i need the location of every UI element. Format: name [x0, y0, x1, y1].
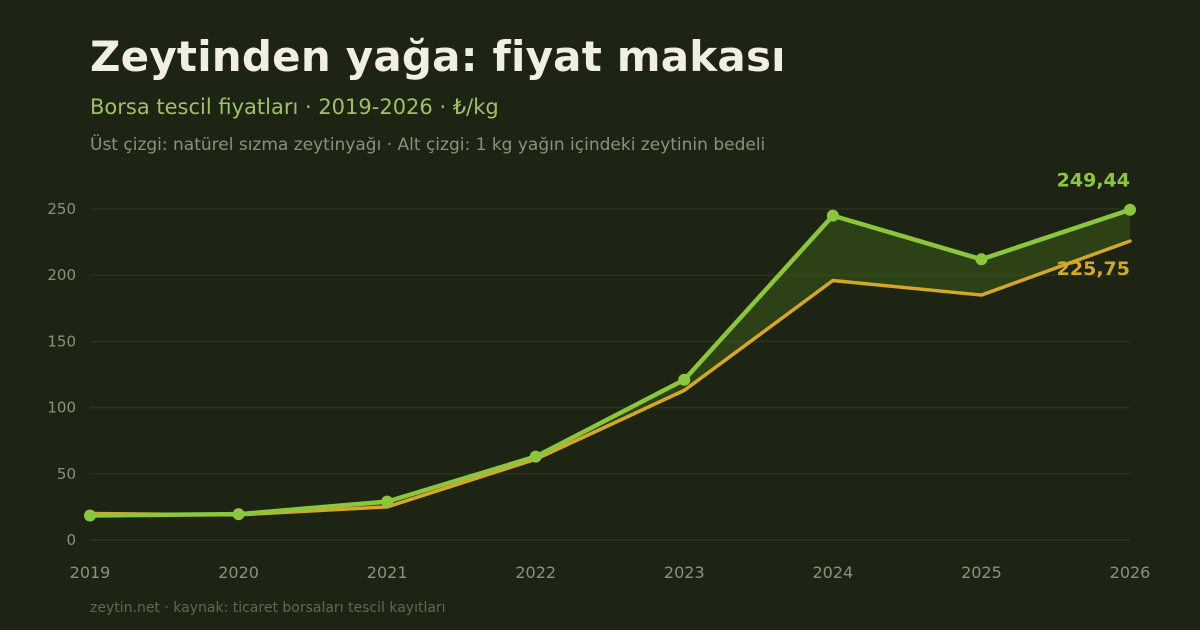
data-point-oil — [826, 209, 839, 222]
x-tick-label: 2020 — [218, 563, 259, 582]
data-point-oil — [975, 253, 988, 266]
x-tick-label: 2023 — [664, 563, 705, 582]
chart-subtitle: Borsa tescil fiyatları · 2019-2026 · ₺/k… — [90, 95, 499, 119]
end-label-oil: 249,44 — [1057, 170, 1130, 192]
end-label-olive: 225,75 — [1057, 258, 1130, 280]
y-tick-label: 200 — [47, 266, 76, 284]
data-point-oil — [529, 450, 542, 463]
x-tick-label: 2025 — [961, 563, 1002, 582]
series-line-oil — [87, 207, 1133, 518]
chart-title: Zeytinden yağa: fiyat makası — [90, 32, 786, 81]
data-point-oil — [232, 508, 245, 521]
data-point-oil — [1124, 203, 1136, 216]
y-tick-label: 150 — [47, 332, 76, 350]
x-tick-label: 2026 — [1110, 563, 1151, 582]
y-tick-label: 100 — [47, 399, 76, 417]
source-footer: zeytin.net · kaynak: ticaret borsaları t… — [90, 600, 446, 616]
x-tick-label: 2022 — [515, 563, 556, 582]
y-tick-label: 250 — [47, 200, 76, 218]
y-tick-label: 0 — [66, 531, 76, 549]
x-tick-label: 2019 — [70, 563, 111, 582]
x-tick-label: 2024 — [812, 563, 853, 582]
data-point-oil — [678, 373, 691, 386]
data-point-oil — [381, 495, 394, 508]
y-tick-label: 50 — [57, 465, 76, 483]
chart-note: Üst çizgi: natürel sızma zeytinyağı · Al… — [90, 135, 766, 155]
data-point-oil — [84, 509, 96, 522]
x-tick-label: 2021 — [367, 563, 408, 582]
